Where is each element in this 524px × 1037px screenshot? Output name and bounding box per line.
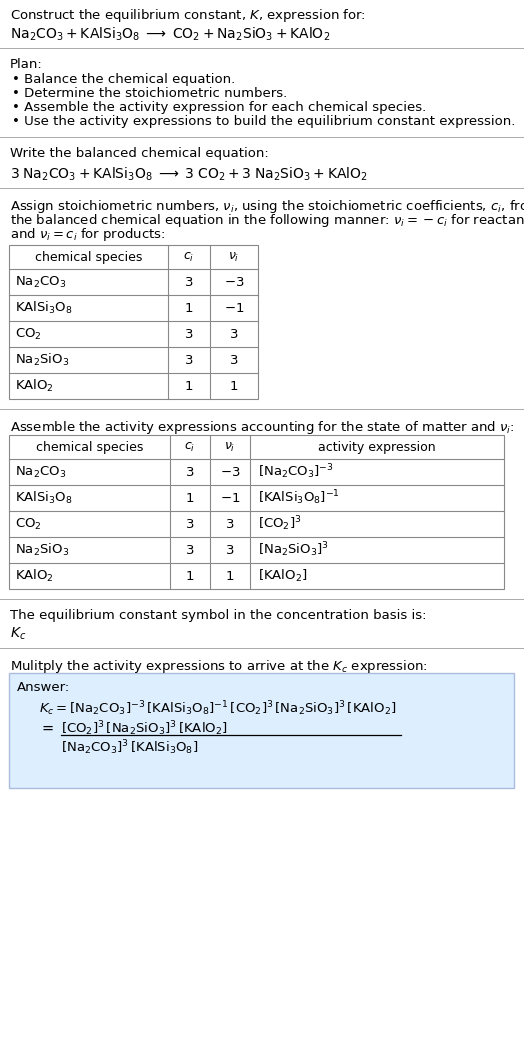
Text: $-3$: $-3$ [224, 276, 244, 288]
Text: $\mathrm{CO_2}$: $\mathrm{CO_2}$ [15, 327, 42, 341]
Text: $[\mathrm{Na_2SiO_3}]^3$: $[\mathrm{Na_2SiO_3}]^3$ [258, 540, 329, 559]
Text: $3$: $3$ [225, 517, 235, 531]
Text: $\nu_i$: $\nu_i$ [228, 251, 239, 263]
Text: activity expression: activity expression [318, 441, 436, 453]
Text: 3: 3 [185, 466, 194, 478]
Text: $K_c$: $K_c$ [10, 626, 26, 642]
Text: $K_c = [\mathrm{Na_2CO_3}]^{-3}\,[\mathrm{KAlSi_3O_8}]^{-1}\,[\mathrm{CO_2}]^3\,: $K_c = [\mathrm{Na_2CO_3}]^{-3}\,[\mathr… [39, 699, 397, 718]
Text: $[\mathrm{CO_2}]^3$: $[\mathrm{CO_2}]^3$ [258, 514, 302, 533]
Text: $[\mathrm{KAlO_2}]$: $[\mathrm{KAlO_2}]$ [258, 568, 308, 584]
Text: • Use the activity expressions to build the equilibrium constant expression.: • Use the activity expressions to build … [12, 115, 516, 128]
Text: $\mathrm{KAlO_2}$: $\mathrm{KAlO_2}$ [15, 377, 54, 394]
Text: • Balance the chemical equation.: • Balance the chemical equation. [12, 73, 235, 86]
Text: $-3$: $-3$ [220, 466, 240, 478]
Bar [9, 673, 514, 788]
Bar [9, 435, 504, 589]
Text: $\nu_i$: $\nu_i$ [224, 441, 236, 453]
Text: the balanced chemical equation in the following manner: $\nu_i = -c_i$ for react: the balanced chemical equation in the fo… [10, 212, 524, 229]
Text: $3$: $3$ [230, 354, 239, 366]
Text: $\mathrm{KAlSi_3O_8}$: $\mathrm{KAlSi_3O_8}$ [15, 489, 73, 506]
Text: 1: 1 [185, 569, 194, 583]
Text: and $\nu_i = c_i$ for products:: and $\nu_i = c_i$ for products: [10, 226, 166, 243]
Text: $\mathrm{KAlO_2}$: $\mathrm{KAlO_2}$ [15, 568, 54, 584]
Text: $[\mathrm{KAlSi_3O_8}]^{-1}$: $[\mathrm{KAlSi_3O_8}]^{-1}$ [258, 488, 340, 507]
Text: $-1$: $-1$ [224, 302, 244, 314]
Text: $\mathrm{Na_2SiO_3}$: $\mathrm{Na_2SiO_3}$ [15, 542, 69, 558]
Text: 1: 1 [185, 302, 193, 314]
Text: 3: 3 [185, 354, 193, 366]
Text: The equilibrium constant symbol in the concentration basis is:: The equilibrium constant symbol in the c… [10, 609, 427, 622]
Text: $\mathrm{Na_2CO_3}$: $\mathrm{Na_2CO_3}$ [15, 465, 67, 479]
Text: Assign stoichiometric numbers, $\nu_i$, using the stoichiometric coefficients, $: Assign stoichiometric numbers, $\nu_i$, … [10, 198, 524, 215]
Text: • Determine the stoichiometric numbers.: • Determine the stoichiometric numbers. [12, 87, 287, 100]
Text: 1: 1 [185, 380, 193, 392]
Text: $1$: $1$ [230, 380, 238, 392]
Text: • Assemble the activity expression for each chemical species.: • Assemble the activity expression for e… [12, 101, 426, 114]
Text: 1: 1 [185, 492, 194, 504]
Text: Answer:: Answer: [17, 681, 70, 694]
Text: 3: 3 [185, 276, 193, 288]
Text: $[\mathrm{Na_2CO_3}]^3\,[\mathrm{KAlSi_3O_8}]$: $[\mathrm{Na_2CO_3}]^3\,[\mathrm{KAlSi_3… [61, 738, 198, 757]
Text: $[\mathrm{Na_2CO_3}]^{-3}$: $[\mathrm{Na_2CO_3}]^{-3}$ [258, 463, 334, 481]
Bar [9, 245, 258, 399]
Text: Construct the equilibrium constant, $K$, expression for:: Construct the equilibrium constant, $K$,… [10, 7, 366, 24]
Text: chemical species: chemical species [35, 251, 142, 263]
Text: 3: 3 [185, 328, 193, 340]
Text: $\mathrm{CO_2}$: $\mathrm{CO_2}$ [15, 516, 42, 532]
Text: $3$: $3$ [230, 328, 239, 340]
Text: $3$: $3$ [225, 543, 235, 557]
Text: $\mathrm{Na_2CO_3 + KAlSi_3O_8 \;\longrightarrow\; CO_2 + Na_2SiO_3 + KAlO_2}$: $\mathrm{Na_2CO_3 + KAlSi_3O_8 \;\longri… [10, 26, 330, 44]
Text: $=$: $=$ [39, 720, 54, 734]
Text: 3: 3 [185, 543, 194, 557]
Text: $\mathrm{Na_2CO_3}$: $\mathrm{Na_2CO_3}$ [15, 275, 67, 289]
Text: 3: 3 [185, 517, 194, 531]
Text: Mulitply the activity expressions to arrive at the $K_c$ expression:: Mulitply the activity expressions to arr… [10, 658, 428, 675]
Text: $\mathrm{3\;Na_2CO_3 + KAlSi_3O_8 \;\longrightarrow\; 3\;CO_2 + 3\;Na_2SiO_3 + K: $\mathrm{3\;Na_2CO_3 + KAlSi_3O_8 \;\lon… [10, 166, 368, 184]
Text: $1$: $1$ [225, 569, 235, 583]
Text: $[\mathrm{CO_2}]^3\,[\mathrm{Na_2SiO_3}]^3\,[\mathrm{KAlO_2}]$: $[\mathrm{CO_2}]^3\,[\mathrm{Na_2SiO_3}]… [61, 719, 227, 737]
Text: $-1$: $-1$ [220, 492, 240, 504]
Text: $c_i$: $c_i$ [184, 441, 195, 453]
Text: Plan:: Plan: [10, 58, 43, 71]
Text: chemical species: chemical species [36, 441, 143, 453]
Text: Assemble the activity expressions accounting for the state of matter and $\nu_i$: Assemble the activity expressions accoun… [10, 419, 515, 436]
Text: $\mathrm{Na_2SiO_3}$: $\mathrm{Na_2SiO_3}$ [15, 352, 69, 368]
Text: Write the balanced chemical equation:: Write the balanced chemical equation: [10, 147, 269, 160]
Text: $\mathrm{KAlSi_3O_8}$: $\mathrm{KAlSi_3O_8}$ [15, 300, 73, 316]
Text: $c_i$: $c_i$ [183, 251, 194, 263]
